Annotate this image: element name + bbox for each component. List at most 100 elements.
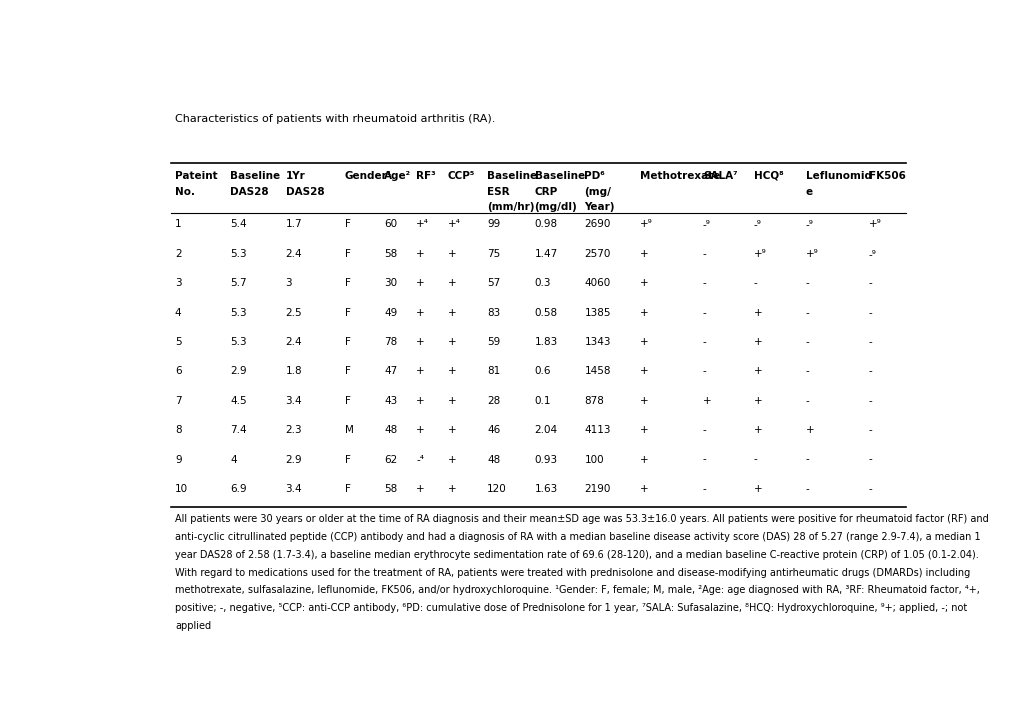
Text: anti-cyclic citrullinated peptide (CCP) antibody and had a diagnosis of RA with : anti-cyclic citrullinated peptide (CCP) …	[175, 532, 979, 542]
Text: 1.47: 1.47	[534, 249, 557, 258]
Text: -: -	[868, 396, 872, 406]
Text: +: +	[416, 249, 424, 258]
Text: 48: 48	[487, 454, 500, 464]
Text: 4113: 4113	[584, 425, 610, 435]
Text: Methotrexate: Methotrexate	[639, 171, 719, 181]
Text: 81: 81	[487, 366, 500, 377]
Text: 10: 10	[175, 484, 187, 494]
Text: +: +	[639, 249, 648, 258]
Text: -: -	[805, 396, 809, 406]
Text: 3.4: 3.4	[285, 396, 302, 406]
Text: -: -	[805, 454, 809, 464]
Text: 49: 49	[384, 307, 397, 318]
Text: With regard to medications used for the treatment of RA, patients were treated w: With regard to medications used for the …	[175, 567, 969, 577]
Text: -: -	[805, 484, 809, 494]
Text: 2570: 2570	[584, 249, 610, 258]
Text: +: +	[753, 307, 761, 318]
Text: Characteristics of patients with rheumatoid arthritis (RA).: Characteristics of patients with rheumat…	[175, 114, 495, 124]
Text: +: +	[416, 337, 424, 347]
Text: +: +	[753, 396, 761, 406]
Text: DAS28: DAS28	[230, 187, 269, 197]
Text: +: +	[447, 454, 455, 464]
Text: -⁴: -⁴	[416, 454, 424, 464]
Text: All patients were 30 years or older at the time of RA diagnosis and their mean±S: All patients were 30 years or older at t…	[175, 514, 987, 524]
Text: -: -	[702, 278, 706, 288]
Text: HCQ⁸: HCQ⁸	[753, 171, 783, 181]
Text: -⁹: -⁹	[702, 220, 710, 230]
Text: -: -	[702, 484, 706, 494]
Text: 100: 100	[584, 454, 603, 464]
Text: M: M	[344, 425, 354, 435]
Text: ESR: ESR	[487, 187, 510, 197]
Text: 5.4: 5.4	[230, 220, 247, 230]
Text: F: F	[344, 220, 351, 230]
Text: 1Yr: 1Yr	[285, 171, 305, 181]
Text: e: e	[805, 187, 812, 197]
Text: 2.3: 2.3	[285, 425, 302, 435]
Text: -⁹: -⁹	[753, 220, 761, 230]
Text: -: -	[868, 307, 872, 318]
Text: (mg/dl): (mg/dl)	[534, 202, 577, 212]
Text: 5.7: 5.7	[230, 278, 247, 288]
Text: Year): Year)	[584, 202, 614, 212]
Text: +: +	[416, 366, 424, 377]
Text: F: F	[344, 366, 351, 377]
Text: +: +	[447, 396, 455, 406]
Text: 47: 47	[384, 366, 397, 377]
Text: 2190: 2190	[584, 484, 610, 494]
Text: 9: 9	[175, 454, 181, 464]
Text: 4060: 4060	[584, 278, 610, 288]
Text: 4: 4	[175, 307, 181, 318]
Text: 3: 3	[285, 278, 291, 288]
Text: positive; -, negative, ⁵CCP: anti-CCP antibody, ⁶PD: cumulative dose of Predniso: positive; -, negative, ⁵CCP: anti-CCP an…	[175, 603, 966, 613]
Text: 0.93: 0.93	[534, 454, 557, 464]
Text: Age²: Age²	[384, 171, 411, 181]
Text: +: +	[447, 425, 455, 435]
Text: +: +	[447, 337, 455, 347]
Text: -: -	[753, 278, 756, 288]
Text: +⁹: +⁹	[805, 249, 817, 258]
Text: 2.4: 2.4	[285, 337, 302, 347]
Text: 2.9: 2.9	[230, 366, 247, 377]
Text: 0.3: 0.3	[534, 278, 550, 288]
Text: -⁹: -⁹	[868, 249, 876, 258]
Text: -: -	[868, 278, 872, 288]
Text: +: +	[416, 307, 424, 318]
Text: +: +	[753, 425, 761, 435]
Text: +: +	[753, 337, 761, 347]
Text: +: +	[416, 278, 424, 288]
Text: 3.4: 3.4	[285, 484, 302, 494]
Text: 58: 58	[384, 484, 397, 494]
Text: Pateint: Pateint	[175, 171, 217, 181]
Text: +: +	[639, 366, 648, 377]
Text: 8: 8	[175, 425, 181, 435]
Text: +⁴: +⁴	[416, 220, 428, 230]
Text: 6.9: 6.9	[230, 484, 247, 494]
Text: 30: 30	[384, 278, 397, 288]
Text: 5.3: 5.3	[230, 249, 247, 258]
Text: -: -	[702, 454, 706, 464]
Text: SALA⁷: SALA⁷	[702, 171, 737, 181]
Text: +: +	[639, 454, 648, 464]
Text: +: +	[416, 484, 424, 494]
Text: 48: 48	[384, 425, 397, 435]
Text: F: F	[344, 454, 351, 464]
Text: 58: 58	[384, 249, 397, 258]
Text: +⁹: +⁹	[753, 249, 765, 258]
Text: 2: 2	[175, 249, 181, 258]
Text: 75: 75	[487, 249, 500, 258]
Text: (mg/: (mg/	[584, 187, 610, 197]
Text: methotrexate, sulfasalazine, leflunomide, FK506, and/or hydroxychloroquine. ¹Gen: methotrexate, sulfasalazine, leflunomide…	[175, 585, 979, 595]
Text: F: F	[344, 307, 351, 318]
Text: -: -	[868, 366, 872, 377]
Text: applied: applied	[175, 621, 211, 631]
Text: 1: 1	[175, 220, 181, 230]
Text: 4.5: 4.5	[230, 396, 247, 406]
Text: 59: 59	[487, 337, 500, 347]
Text: +⁹: +⁹	[868, 220, 880, 230]
Text: -: -	[805, 366, 809, 377]
Text: +: +	[416, 396, 424, 406]
Text: +: +	[805, 425, 813, 435]
Text: 4: 4	[230, 454, 236, 464]
Text: 5: 5	[175, 337, 181, 347]
